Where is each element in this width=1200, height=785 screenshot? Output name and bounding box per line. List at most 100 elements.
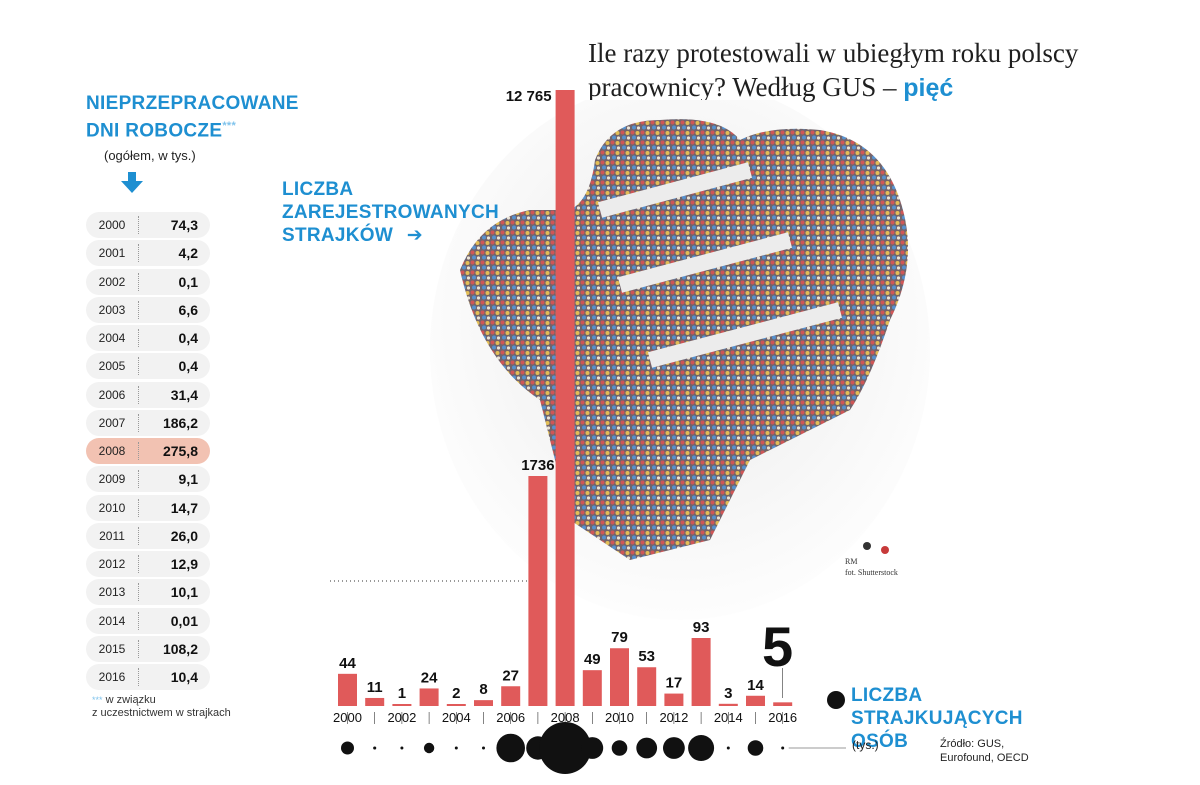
- bar-2010: [610, 648, 629, 706]
- bar-2013: [691, 638, 711, 706]
- row-value: 74,3: [170, 217, 198, 233]
- row-value: 0,4: [178, 330, 198, 346]
- row-value: 10,1: [170, 584, 198, 601]
- value-label-2000: 44: [339, 655, 356, 672]
- persons-bubble-2008: [539, 722, 592, 774]
- workdays-table: 2000 74,3 2001 4,2 2002 0,1 2003 6,6 2004 0,4 2005…: [86, 212, 210, 692]
- table-row: 2009 9,1: [86, 466, 210, 493]
- persons-label: LICZBA STRAJKUJĄCYCH OSÓB: [851, 684, 1051, 753]
- bar-2015: [746, 695, 765, 706]
- row-value: 275,8: [162, 443, 198, 459]
- row-divider: [138, 272, 140, 291]
- table-row: 2005 0,4: [86, 353, 210, 380]
- row-divider: [138, 300, 140, 319]
- persons-unit: (tys.): [852, 738, 879, 752]
- table-row: 2012 12,9: [86, 551, 210, 577]
- row-year: 2000: [98, 218, 126, 232]
- bar-2003: [419, 688, 439, 706]
- row-divider: [138, 526, 140, 545]
- value-label-2003: 24: [421, 669, 438, 686]
- value-label-2012: 17: [666, 675, 683, 692]
- row-value: 6,6: [178, 301, 198, 318]
- bar-2016: [773, 702, 793, 706]
- persons-bubble-2011: [636, 737, 658, 759]
- row-value: 26,0: [170, 527, 198, 544]
- table-row: 2016 10,4: [86, 664, 210, 690]
- value-label-2013: 93: [693, 619, 710, 636]
- persons-bubble-2006: [496, 733, 525, 763]
- value-label-2005: 8: [479, 681, 487, 698]
- row-divider: [138, 583, 140, 602]
- arrow-right-icon: ➔: [406, 225, 423, 246]
- bar-2007: [528, 476, 548, 706]
- row-divider: [138, 639, 140, 658]
- row-divider: [138, 555, 140, 573]
- row-divider: [138, 385, 140, 404]
- persons-bubble-2013: [688, 735, 715, 761]
- persons-bubble-2016: [781, 746, 785, 750]
- bar-2004: [446, 704, 466, 706]
- row-value: 31,4: [170, 386, 198, 403]
- workdays-title: NIEPRZEPRACOWANE DNI ROBOCZE***: [86, 92, 326, 142]
- value-label-2014: 3: [724, 685, 732, 702]
- credit-line1: RM: [845, 557, 858, 566]
- credit-line2: fot. Shutterstock: [845, 568, 898, 577]
- strikes-label: LICZBA ZAREJESTROWANYCH STRAJKÓW ➔: [282, 178, 522, 247]
- value-label-2002: 1: [398, 685, 406, 702]
- strikes-label-line2: ZAREJESTROWANYCH: [282, 202, 499, 223]
- bar-2006: [501, 686, 521, 706]
- table-row: 2008 275,8: [86, 438, 210, 464]
- workdays-title-line2: DNI ROBOCZE: [86, 120, 223, 142]
- persons-label-line3: OSÓB: [851, 731, 909, 752]
- persons-bubble-2002: [400, 746, 404, 750]
- row-year: 2010: [98, 500, 126, 515]
- row-year: 2007: [98, 415, 126, 430]
- persons-bubble-2015: [747, 740, 764, 756]
- year-label-2004: 2004: [442, 710, 471, 725]
- note-line1: w związku: [105, 694, 156, 706]
- year-label-2010: 2010: [605, 710, 634, 725]
- row-year: 2008: [98, 444, 126, 458]
- row-value: 14,7: [170, 499, 198, 516]
- value-label-2006: 27: [502, 667, 519, 684]
- row-value: 186,2: [162, 414, 198, 431]
- bar-2014: [718, 703, 738, 706]
- table-row: 2011 26,0: [86, 522, 210, 549]
- table-row: 2001 4,2: [86, 240, 210, 267]
- value-label-2004: 2: [452, 685, 460, 702]
- row-value: 12,9: [170, 556, 198, 572]
- table-row: 2007 186,2: [86, 409, 210, 436]
- persons-bubble-2012: [662, 737, 685, 759]
- persons-label-line1: LICZBA: [851, 685, 923, 706]
- row-year: 2013: [98, 585, 126, 600]
- headline: Ile razy protestowali w ubiegłym roku po…: [588, 36, 1188, 105]
- value-label-2010: 79: [611, 629, 628, 646]
- note-line2: z uczestnictwem w strajkach: [92, 707, 231, 719]
- row-divider: [138, 413, 140, 432]
- source-line1: Źródło: GUS,: [940, 738, 1005, 750]
- table-row: 2006 31,4: [86, 381, 210, 408]
- value-label-2011: 53: [638, 648, 655, 665]
- row-year: 2001: [98, 246, 126, 261]
- row-value: 0,4: [178, 358, 198, 375]
- row-year: 2005: [98, 359, 126, 374]
- table-row: 2002 0,1: [86, 268, 210, 295]
- bar-2002: [392, 704, 412, 706]
- row-divider: [138, 329, 140, 347]
- row-divider: [138, 357, 140, 376]
- year-label-2000: 2000: [333, 710, 362, 725]
- bar-2001: [365, 697, 385, 706]
- crowd-fist-image: [430, 100, 930, 620]
- headline-highlight: pięć: [903, 74, 954, 102]
- persons-bubble-2000: [341, 741, 354, 755]
- row-divider: [138, 611, 140, 630]
- value-label-2001: 11: [367, 679, 383, 696]
- strikes-label-line1: LICZBA: [282, 179, 354, 200]
- row-year: 2011: [99, 528, 125, 543]
- row-divider: [138, 470, 140, 489]
- persons-bubble-2010: [611, 740, 628, 756]
- persons-dot-icon: [827, 691, 845, 709]
- bar-2000: [338, 673, 357, 706]
- year-label-2014: 2014: [714, 710, 743, 725]
- table-row: 2010 14,7: [86, 494, 210, 521]
